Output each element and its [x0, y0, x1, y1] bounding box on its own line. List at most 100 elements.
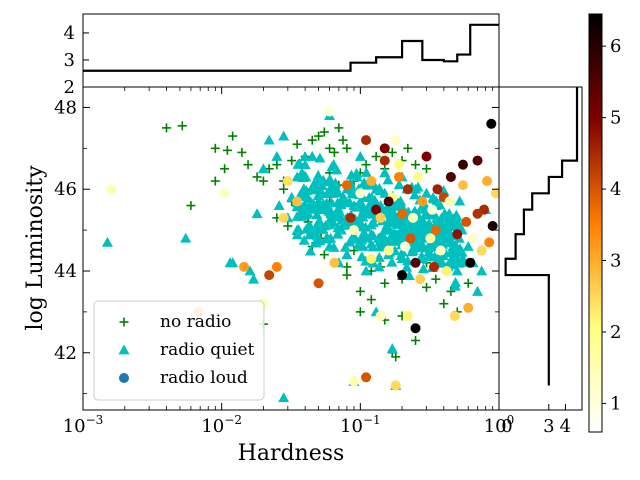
radio-loud-point [393, 159, 404, 170]
colorbar-segment [589, 271, 602, 276]
radio-quiet-point [321, 231, 333, 242]
radio-loud-point [417, 196, 428, 207]
no-radio-point [421, 164, 431, 174]
colorbar-segment [589, 407, 602, 412]
no-radio-point [431, 274, 441, 284]
colorbar-tick-label: 1 [610, 393, 621, 414]
radio-loud-point [361, 372, 372, 383]
radio-quiet-point [367, 216, 379, 227]
colorbar-segment [589, 299, 602, 304]
no-radio-point [411, 160, 421, 170]
radio-quiet-point [321, 187, 333, 198]
y-tick-label: 42 [54, 343, 77, 364]
top-histogram-step [83, 23, 499, 72]
radio-quiet-point [385, 210, 397, 221]
radio-quiet-point [251, 208, 263, 219]
radio-quiet-point [366, 192, 378, 203]
radio-quiet-point [379, 187, 391, 198]
colorbar-tick-label: 4 [610, 179, 621, 200]
radio-loud-point [444, 196, 455, 207]
colorbar-segment [589, 376, 602, 381]
colorbar-segment [589, 163, 602, 168]
series-radio-quiet [101, 110, 492, 403]
legend-marker-plus [119, 317, 129, 327]
radio-loud-point [405, 233, 416, 244]
legend-marker-triangle [118, 344, 130, 355]
radio-quiet-point [293, 224, 305, 235]
radio-quiet-point [396, 217, 408, 228]
radio-quiet-point [445, 235, 457, 246]
x-axis-label: Hardness [238, 441, 345, 466]
colorbar-segment [589, 330, 602, 336]
radio-quiet-point [427, 238, 439, 249]
radio-loud-point [239, 261, 250, 272]
radio-loud-point [408, 212, 419, 223]
radio-quiet-point [448, 259, 460, 270]
x-tick-label: 100 [484, 413, 515, 437]
radio-loud-point [425, 233, 436, 244]
radio-loud-point [468, 233, 479, 244]
colorbar-segment [589, 177, 602, 182]
radio-loud-point [397, 208, 408, 219]
radio-quiet-point [306, 198, 318, 209]
colorbar-segment [589, 393, 602, 398]
colorbar-segment [589, 383, 602, 388]
colorbar-segment [589, 167, 602, 172]
colorbar-segment [589, 379, 602, 384]
radio-loud-point [410, 257, 421, 268]
radio-quiet-point [257, 163, 269, 174]
radio-loud-point [486, 118, 497, 129]
colorbar-segment [589, 202, 602, 207]
y-tick-label: 44 [54, 261, 77, 282]
radio-quiet-point [263, 134, 275, 145]
colorbar-segment [589, 76, 602, 81]
colorbar-segment [589, 250, 602, 255]
colorbar-segment [589, 128, 602, 134]
data-points [101, 106, 499, 403]
legend-entry-radio-loud: radio loud [119, 368, 248, 388]
radio-quiet-point [356, 251, 368, 262]
radio-quiet-point [180, 232, 192, 243]
right-x-tick-label: 0 [501, 416, 512, 437]
colorbar-segment [589, 90, 602, 95]
colorbar-segment [589, 132, 602, 137]
colorbar-segment [589, 209, 602, 214]
radio-quiet-point [416, 250, 428, 261]
right-histogram-step [504, 87, 579, 386]
no-radio-point [355, 307, 365, 317]
radio-loud-point [402, 184, 413, 195]
no-radio-point [307, 135, 317, 145]
no-radio-point [186, 201, 196, 211]
radio-quiet-point [339, 241, 351, 252]
radio-loud-point [472, 208, 483, 219]
radio-loud-point [452, 229, 463, 240]
no-radio-point [287, 156, 297, 166]
radio-loud-point [476, 245, 487, 256]
colorbar-segment [589, 247, 602, 252]
right-x-tick-label: 4 [560, 416, 571, 437]
radio-loud-point [106, 184, 117, 195]
colorbar-tick-label: 6 [610, 36, 621, 57]
radio-loud-point [430, 225, 441, 236]
radio-quiet-point [224, 257, 236, 268]
colorbar-segment [589, 69, 602, 74]
radio-loud-point [449, 310, 460, 321]
radio-quiet-point [278, 130, 290, 141]
radio-quiet-point [386, 343, 398, 354]
colorbar-segment [589, 390, 602, 395]
radio-quiet-point [388, 227, 400, 238]
colorbar-segment [589, 369, 602, 374]
colorbar-segment [589, 327, 602, 332]
colorbar-segment [589, 45, 602, 50]
radio-quiet-point [431, 212, 443, 223]
no-radio-point [161, 123, 171, 133]
radio-quiet-point [352, 239, 364, 250]
radio-loud-point [432, 184, 443, 195]
colorbar-segment [589, 52, 602, 57]
radio-quiet-point [357, 211, 369, 222]
radio-quiet-point [402, 255, 414, 266]
colorbar-segment [589, 216, 602, 221]
colorbar-segment [589, 414, 602, 419]
colorbar-segment [589, 310, 602, 315]
radio-quiet-point [332, 203, 344, 214]
